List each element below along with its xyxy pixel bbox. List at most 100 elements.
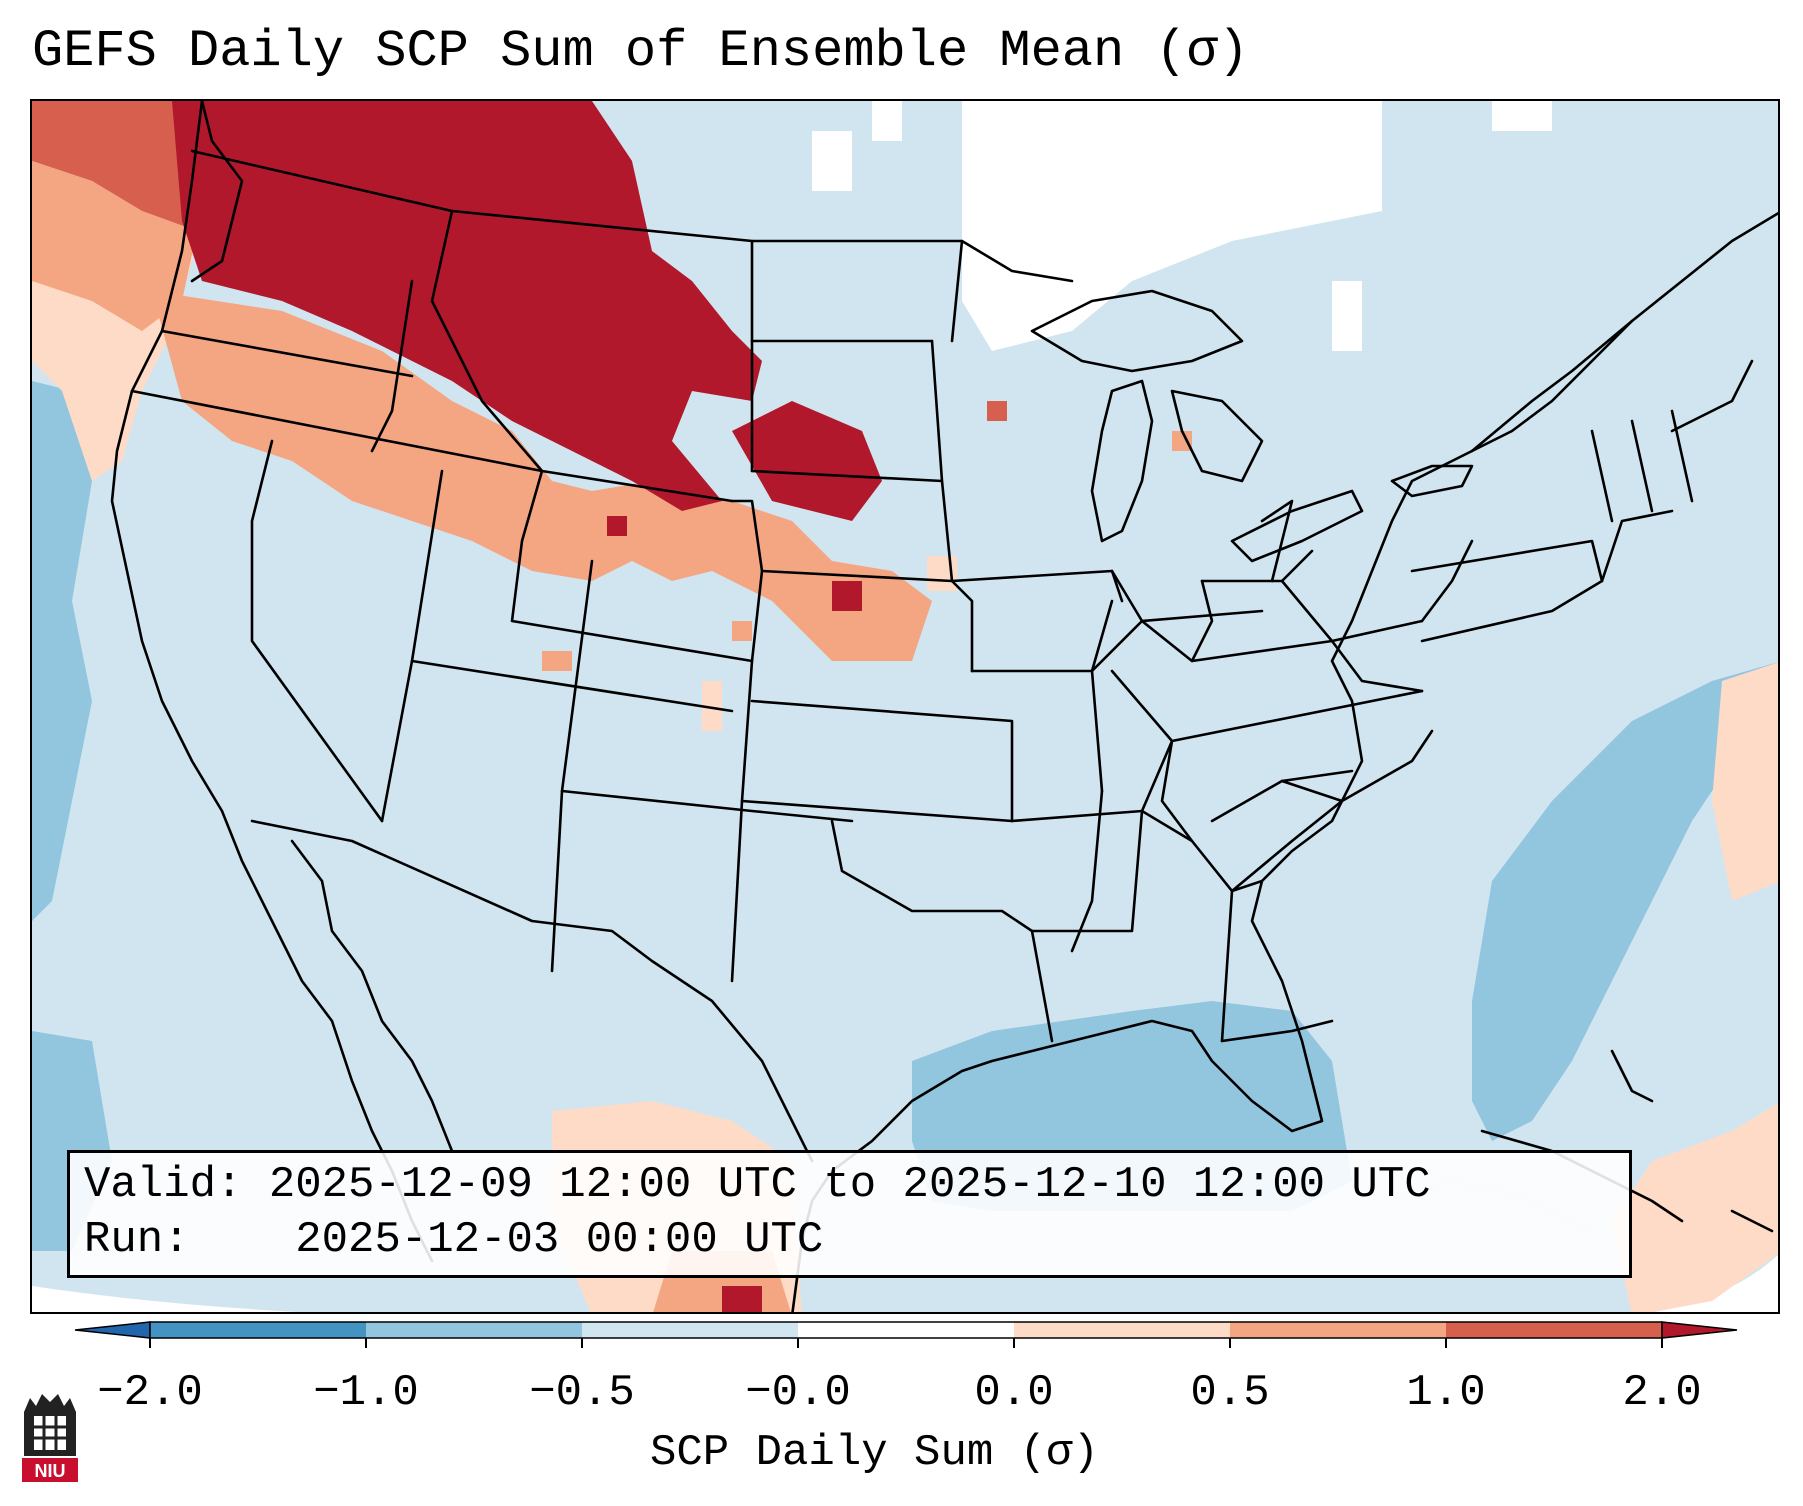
state-border	[430, 209, 544, 473]
colorbar-bin	[1014, 1322, 1230, 1338]
logo-text: NIU	[35, 1461, 66, 1481]
state-border	[1170, 689, 1424, 743]
state-border	[560, 789, 854, 823]
light-anomaly-cell	[542, 651, 572, 671]
moderate-anomaly-offshore	[32, 101, 202, 231]
state-border	[1010, 669, 1174, 823]
colorbar-extend-high	[1661, 1321, 1738, 1339]
state-border	[1590, 429, 1614, 523]
colorbar-frame	[149, 1321, 1663, 1339]
colorbar-tick-label: −0.0	[745, 1368, 851, 1418]
state-border	[830, 819, 1034, 933]
no-data-patch	[812, 131, 852, 191]
state-border	[1210, 769, 1354, 823]
pacific-coastline	[110, 101, 434, 1263]
map-canvas	[32, 101, 1778, 1312]
no-data-corner	[32, 1286, 298, 1312]
state-border	[930, 339, 954, 583]
light-anomaly-northwest-plains	[152, 291, 932, 661]
niu-logo: NIU	[22, 1394, 78, 1482]
colorbar-tick-label: 0.0	[974, 1368, 1054, 1418]
high-anomaly-dakotas	[732, 401, 882, 521]
atlantic-gulf-coastline	[791, 211, 1778, 1312]
logo-grid-icon	[34, 1416, 66, 1450]
state-border	[1420, 539, 1474, 623]
state-border	[1260, 499, 1294, 583]
colorbar-tick-label: 1.0	[1406, 1368, 1486, 1418]
logo-badge	[22, 1458, 78, 1482]
colorbar-bins	[149, 1321, 1663, 1339]
state-border	[1630, 419, 1654, 513]
lake-erie	[1230, 489, 1364, 563]
map-panel	[30, 99, 1780, 1314]
state-border	[1090, 619, 1144, 673]
state-border	[760, 569, 974, 673]
puget-coastline	[190, 101, 244, 283]
state-border	[160, 329, 414, 378]
mexico-border	[250, 819, 814, 1163]
no-data-patch	[1492, 101, 1552, 131]
state-border	[750, 469, 944, 483]
run-value: 2025-12-03 00:00 UTC	[295, 1215, 824, 1265]
slight-anomaly-caribbean	[1612, 1103, 1778, 1312]
colorbar-bin	[1446, 1322, 1662, 1338]
baja-coastline	[290, 839, 454, 1153]
canada-border-east	[1470, 319, 1634, 453]
state-border	[1030, 929, 1054, 1043]
state-border	[1090, 669, 1104, 793]
state-border	[1600, 509, 1674, 583]
lake-ontario	[1390, 464, 1474, 498]
lake-huron	[1170, 389, 1264, 483]
colorbar-bin	[150, 1322, 366, 1338]
lake-superior	[1030, 289, 1244, 373]
state-border	[1140, 809, 1234, 1043]
slight-anomaly-atlantic	[1712, 662, 1778, 901]
no-data-patch	[872, 101, 902, 141]
map-title: GEFS Daily SCP Sum of Ensemble Mean (σ)	[32, 22, 1249, 81]
colorbar-extend-low	[74, 1321, 151, 1339]
colorbar-bin	[1230, 1322, 1446, 1338]
state-border	[1160, 739, 1194, 843]
light-anomaly-offshore	[32, 161, 197, 331]
state-border	[740, 799, 1014, 823]
state-border	[1280, 579, 1334, 643]
colorbar-bin	[366, 1322, 582, 1338]
colorbar-tick-label: −2.0	[97, 1368, 203, 1418]
pacific-blue-area	[32, 381, 92, 921]
island-coastline	[1730, 1209, 1774, 1233]
state-border	[750, 699, 1014, 823]
state-border	[1670, 359, 1754, 433]
state-border	[1030, 809, 1144, 933]
state-border	[1140, 609, 1264, 623]
colorbar-title: SCP Daily Sum (σ)	[650, 1428, 1099, 1478]
valid-run-info-box: Valid: 2025-12-09 12:00 UTC to 2025-12-1…	[67, 1150, 1632, 1278]
atlantic-blue-area	[1472, 662, 1778, 1141]
no-data-patch	[1332, 281, 1362, 351]
valid-label: Valid:	[84, 1160, 243, 1210]
state-border	[1220, 1019, 1334, 1043]
light-anomaly-cell	[1172, 431, 1192, 451]
state-border	[950, 239, 964, 343]
state-border	[370, 279, 414, 453]
high-anomaly-northwest	[172, 101, 762, 511]
lake-michigan	[1090, 379, 1154, 543]
state-border	[250, 439, 384, 823]
high-anomaly-cell	[832, 581, 862, 611]
state-border	[1230, 799, 1344, 893]
canada-border	[190, 149, 1074, 283]
slight-anomaly-cell	[702, 681, 722, 731]
valid-value: 2025-12-09 12:00 UTC to 2025-12-10 12:00…	[268, 1160, 1431, 1210]
colorbar-bin	[798, 1322, 1014, 1338]
state-border	[1330, 639, 1424, 693]
logo-window-icon	[34, 1416, 66, 1450]
colorbar-tick-label: 2.0	[1622, 1368, 1702, 1418]
colorbar-bin	[582, 1322, 798, 1338]
state-border	[1280, 779, 1344, 803]
state-border	[410, 659, 734, 713]
state-border	[1670, 409, 1694, 503]
no-data-canada	[962, 101, 1382, 351]
high-anomaly-mexico	[722, 1286, 762, 1312]
no-data-regions	[32, 101, 1778, 1312]
colorbar-tick-label: −1.0	[313, 1368, 419, 1418]
colorbar-tick-label: −0.5	[529, 1368, 635, 1418]
